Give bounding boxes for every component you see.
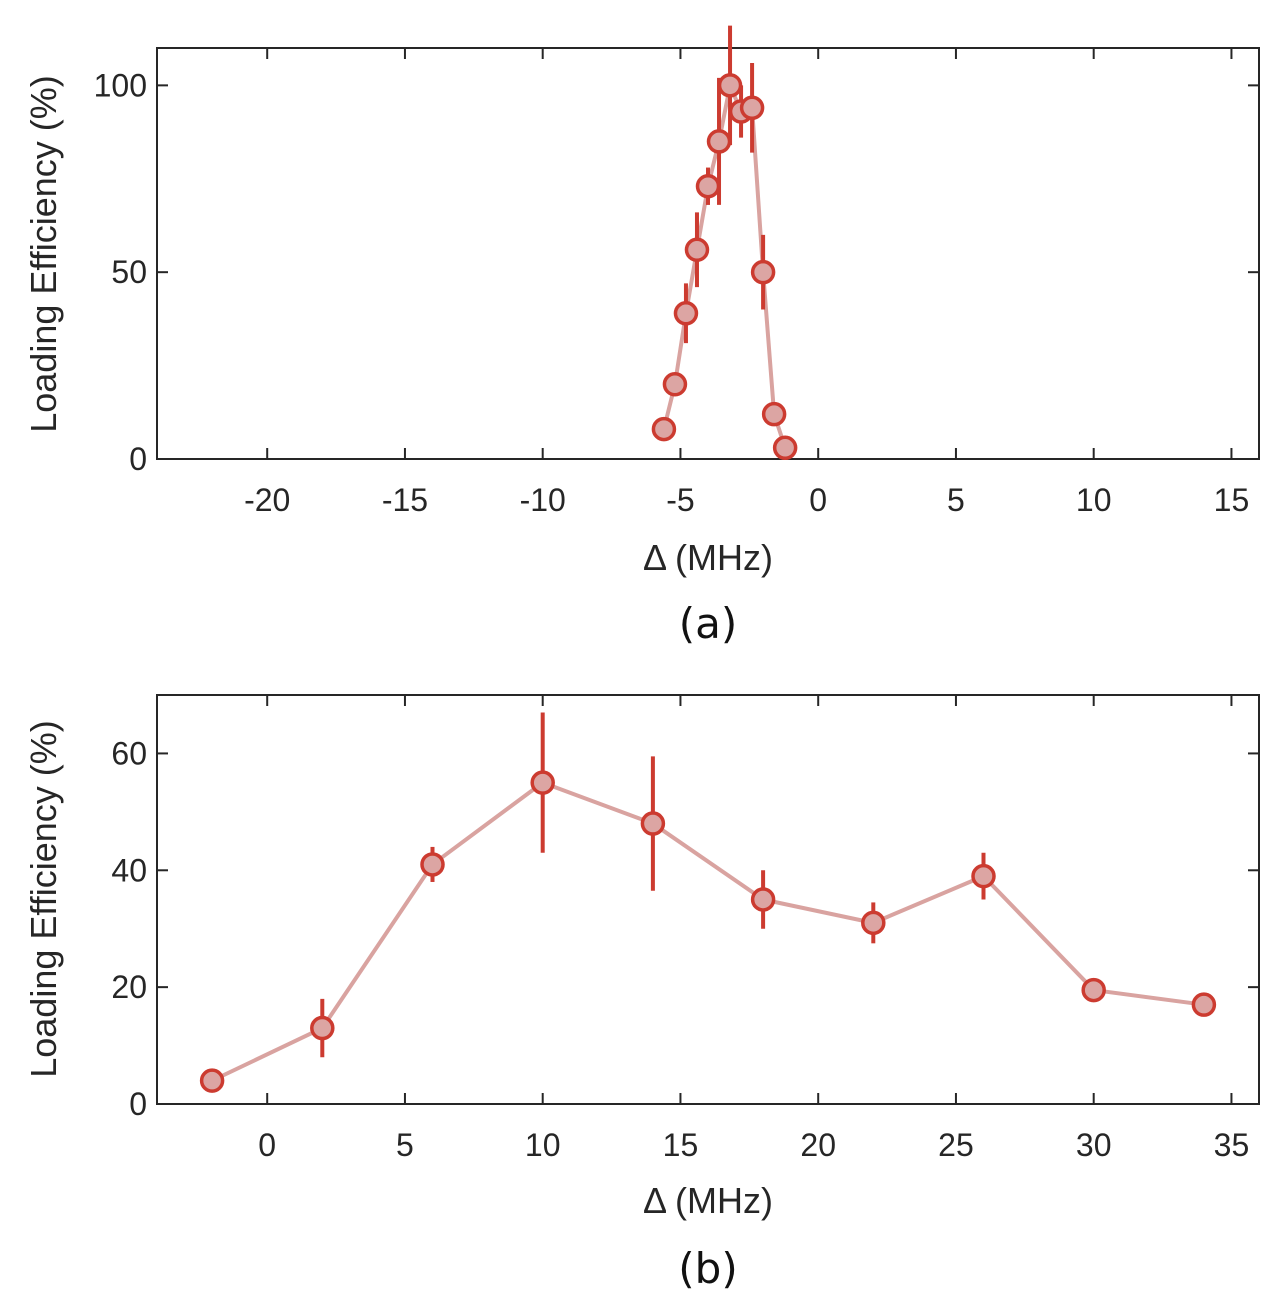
data-point [684, 237, 710, 263]
x-tick-label: 20 [800, 1127, 836, 1163]
tick-labels-a: -20 -15 -10 -5 0 5 10 15 0 50 100 [94, 67, 1250, 518]
y-tick-label: 0 [129, 441, 147, 477]
y-tick-label: 0 [129, 1086, 147, 1122]
data-point [772, 435, 798, 461]
data-point [706, 129, 732, 154]
data-point [1191, 992, 1217, 1017]
data-point [750, 887, 776, 912]
x-axis-label-b: Δ (MHz) [643, 1180, 773, 1221]
data-point [673, 301, 699, 326]
x-tick-label: 25 [938, 1127, 974, 1163]
ticks-b [157, 695, 1259, 1105]
panel-label-b: (b) [678, 1244, 737, 1293]
data-point [750, 259, 776, 285]
x-tick-label: -20 [244, 482, 290, 518]
data-point [971, 863, 996, 889]
data-point [651, 416, 677, 442]
x-tick-label: 10 [1076, 482, 1112, 518]
x-tick-label: 30 [1076, 1127, 1112, 1163]
tick-labels-b: 0 5 10 15 20 25 30 35 0 20 40 60 [111, 735, 1249, 1163]
y-tick-label: 40 [111, 852, 147, 888]
data-point [717, 73, 743, 98]
y-tick-label: 60 [111, 735, 147, 771]
data-point [695, 173, 721, 199]
axes-frame-a [156, 47, 1260, 460]
data-point [761, 401, 787, 427]
y-tick-label: 100 [94, 67, 147, 103]
x-tick-label: 10 [525, 1127, 561, 1163]
x-tick-label: 0 [258, 1127, 276, 1163]
errorbars-b [320, 712, 986, 1058]
data-point [530, 770, 555, 795]
x-tick-label: 0 [809, 482, 827, 518]
axes-frame-b [156, 694, 1260, 1105]
y-axis-label-b: Loading Efficiency (%) [23, 720, 64, 1078]
x-tick-label: -10 [520, 482, 566, 518]
data-point [1081, 977, 1106, 1003]
data-points-b [199, 770, 1217, 1093]
x-tick-label: 35 [1214, 1127, 1250, 1163]
data-line-b [211, 780, 1205, 1083]
panel-b: 0 5 10 15 20 25 30 35 0 20 40 60 Δ (MHz) Loading Ef… [23, 694, 1260, 1293]
x-tick-label: 15 [1214, 482, 1250, 518]
data-point [861, 910, 886, 936]
data-point [739, 95, 765, 121]
ticks-a [157, 48, 1259, 460]
x-tick-label: -5 [666, 482, 694, 518]
panel-a: -20 -15 -10 -5 0 5 10 15 0 50 100 Δ (MHz) Loading … [23, 25, 1260, 648]
data-point [640, 811, 666, 836]
x-tick-label: -15 [382, 482, 428, 518]
y-tick-label: 20 [111, 969, 147, 1005]
data-point [199, 1068, 225, 1093]
x-tick-label: 15 [663, 1127, 699, 1163]
x-tick-label: 5 [947, 482, 965, 518]
data-point [420, 852, 445, 877]
panel-label-a: (a) [679, 599, 738, 648]
data-point [662, 372, 688, 397]
x-tick-label: 5 [396, 1127, 414, 1163]
data-point [310, 1015, 335, 1041]
y-axis-label-a: Loading Efficiency (%) [23, 75, 64, 433]
y-tick-label: 50 [111, 254, 147, 290]
x-axis-label-a: Δ (MHz) [643, 537, 773, 578]
data-points-a [651, 73, 798, 461]
